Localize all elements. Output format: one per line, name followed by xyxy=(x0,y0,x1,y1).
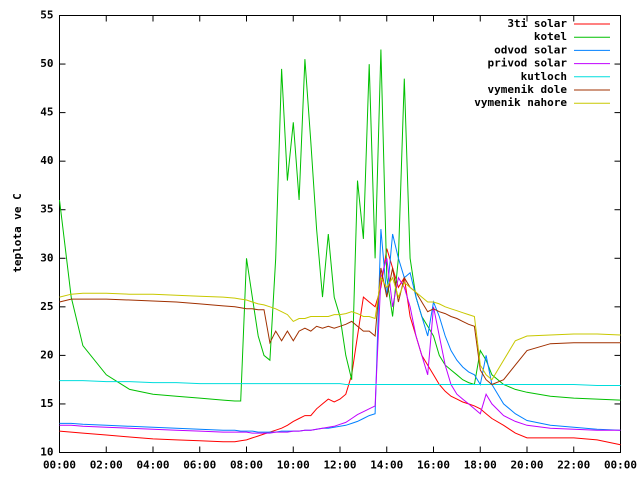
y-tick-label: 15 xyxy=(40,397,53,410)
x-tick-label: 16:00 xyxy=(417,459,450,472)
x-tick-label: 20:00 xyxy=(510,459,543,472)
x-tick-label: 14:00 xyxy=(370,459,403,472)
legend-label: vymenik nahore xyxy=(474,96,567,109)
y-tick-label: 35 xyxy=(40,203,53,216)
y-tick-label: 20 xyxy=(40,348,53,361)
x-tick-label: 10:00 xyxy=(277,459,310,472)
legend-label: 3ti solar xyxy=(507,17,567,30)
series-line xyxy=(59,258,621,434)
series-line xyxy=(59,248,621,446)
x-tick-label: 02:00 xyxy=(90,459,123,472)
legend-label: kutloch xyxy=(521,70,567,83)
x-tick-label: 00:00 xyxy=(604,459,637,472)
series-line xyxy=(59,276,621,381)
x-tick-label: 12:00 xyxy=(323,459,356,472)
legend-label: odvod solar xyxy=(494,43,567,56)
legend-label: kotel xyxy=(534,30,567,43)
y-tick-label: 10 xyxy=(40,446,53,459)
legend-label: vymenik dole xyxy=(488,83,568,96)
x-tick-label: 04:00 xyxy=(136,459,169,472)
x-tick-label: 06:00 xyxy=(183,459,216,472)
x-tick-label: 18:00 xyxy=(464,459,497,472)
x-tick-label: 00:00 xyxy=(43,459,76,472)
y-tick-label: 55 xyxy=(40,9,53,22)
y-axis-label: teplota ve C xyxy=(11,193,24,272)
series-line xyxy=(59,267,621,386)
y-tick-label: 25 xyxy=(40,300,53,313)
y-tick-label: 30 xyxy=(40,251,53,264)
series-line xyxy=(59,380,621,386)
y-tick-label: 45 xyxy=(40,106,53,119)
y-tick-label: 50 xyxy=(40,57,53,70)
x-tick-label: 22:00 xyxy=(557,459,590,472)
legend-label: privod solar xyxy=(488,57,568,70)
series-line xyxy=(59,229,621,433)
y-tick-label: 40 xyxy=(40,154,53,167)
x-tick-label: 08:00 xyxy=(230,459,263,472)
